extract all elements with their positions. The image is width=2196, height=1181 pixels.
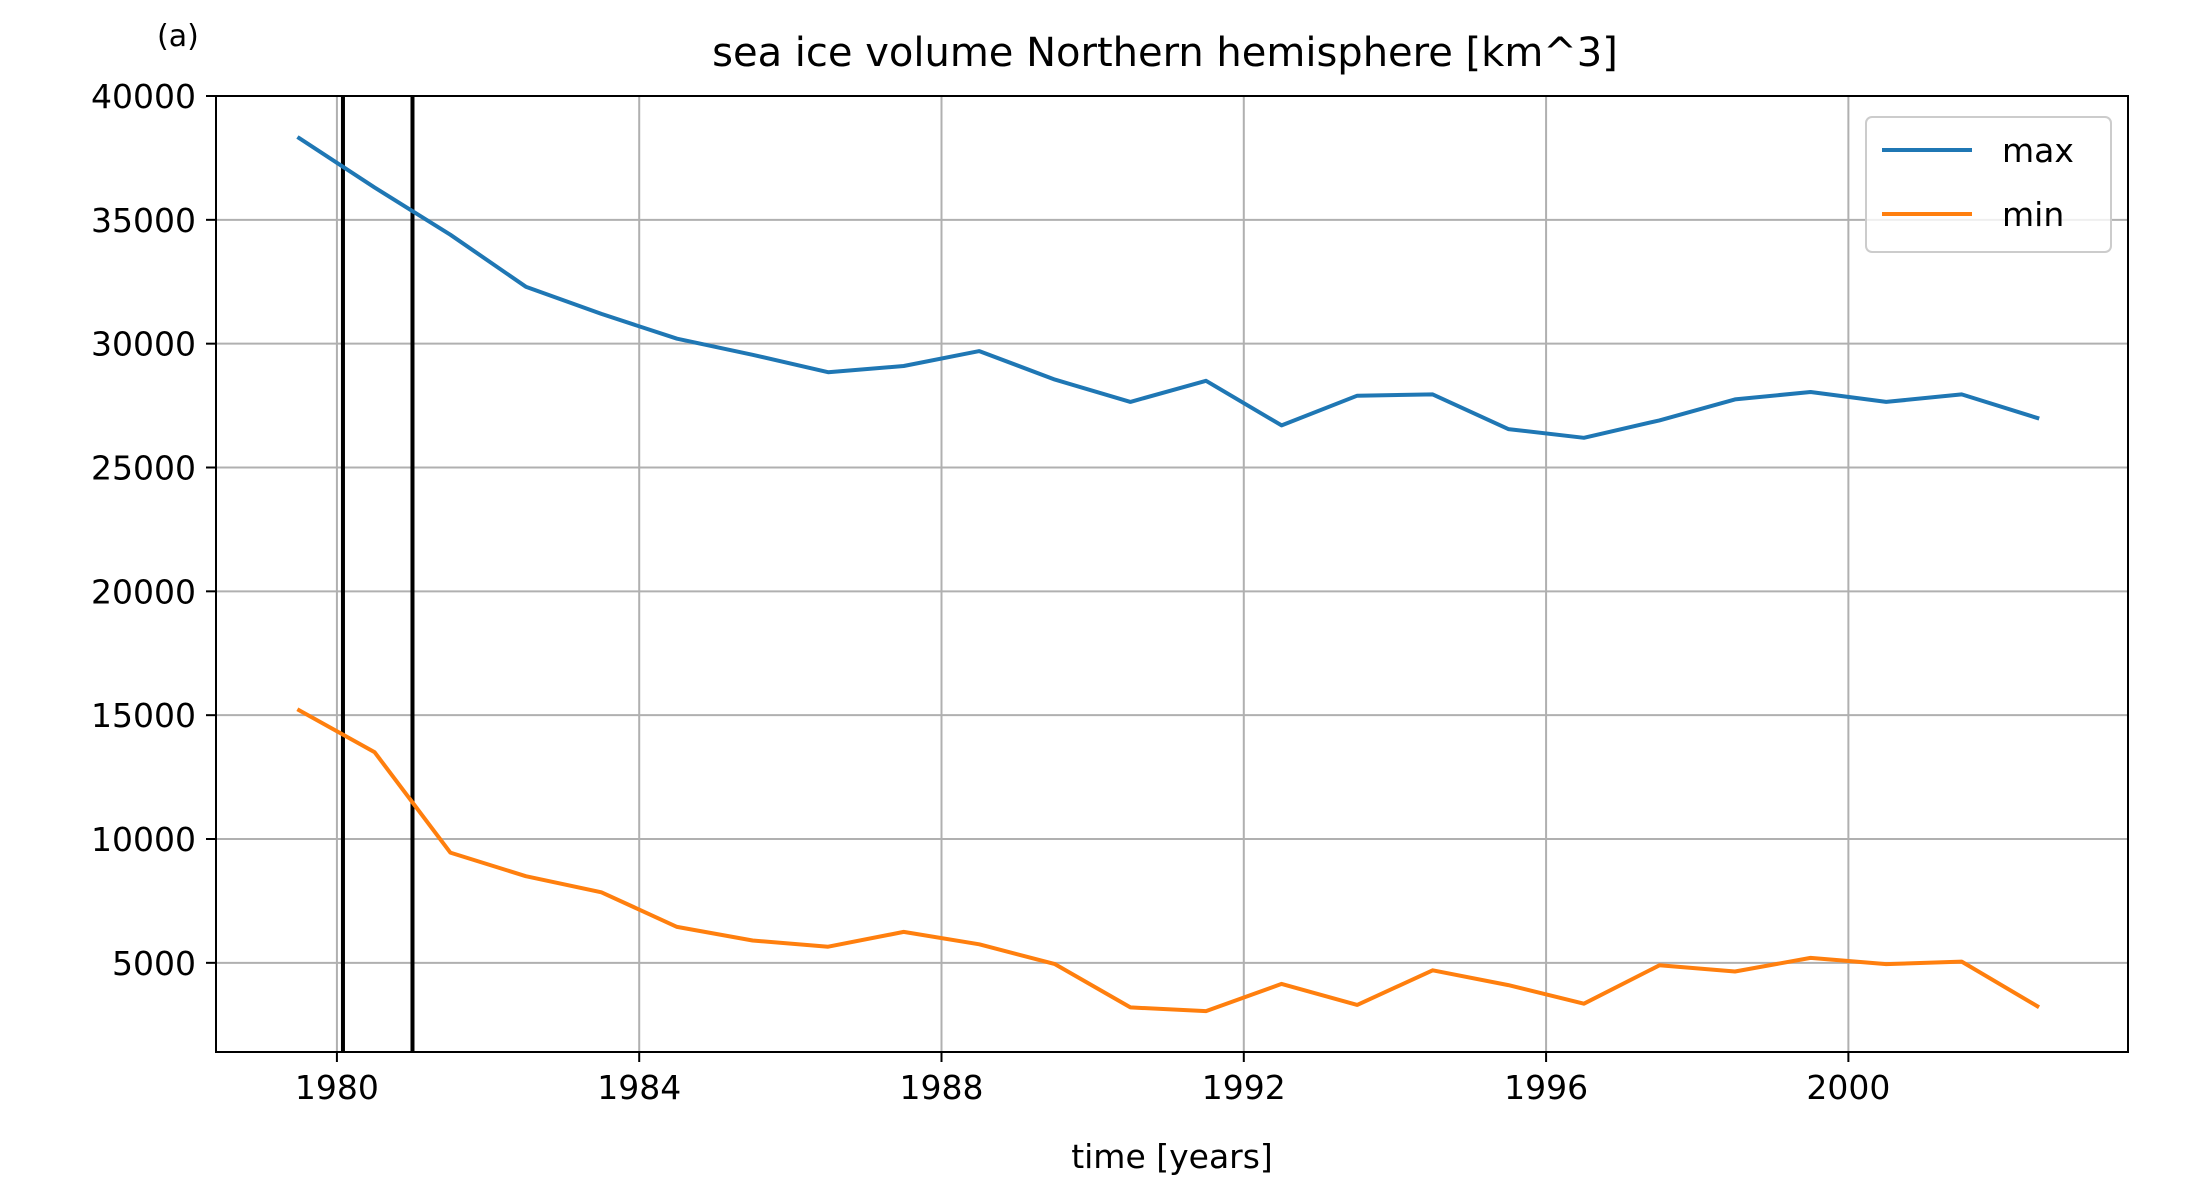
- data-series: [296, 135, 2041, 1014]
- panel-label: (a): [157, 19, 199, 54]
- y-tick-label: 5000: [112, 944, 196, 983]
- series-line-min: [296, 707, 2041, 1014]
- y-tick-label: 10000: [91, 820, 196, 859]
- y-tick-label: 20000: [91, 572, 196, 611]
- series-line-max: [296, 135, 2040, 440]
- legend-label-max: max: [2002, 131, 2074, 170]
- x-axis-label: time [years]: [1071, 1137, 1273, 1176]
- x-axis-ticks: 1980 1984 1988 1992 1996 2000: [295, 1052, 1890, 1107]
- chart-title: sea ice volume Northern hemisphere [km^3…: [712, 30, 1618, 76]
- grid-lines: [216, 95, 2128, 1052]
- x-tick-label: 1980: [295, 1068, 379, 1107]
- y-tick-label: 35000: [91, 201, 196, 240]
- plot-frame: [215, 95, 2129, 1053]
- y-axis-ticks: 5000 10000 15000 20000 25000 30000 35000 40000: [91, 77, 216, 983]
- legend-box: [1865, 116, 2112, 253]
- x-tick-label: 1996: [1504, 1068, 1588, 1107]
- y-tick-label: 25000: [91, 449, 196, 488]
- legend: max min: [1865, 116, 2112, 253]
- y-tick-label: 15000: [91, 696, 196, 735]
- x-tick-label: 2000: [1806, 1068, 1890, 1107]
- legend-label-min: min: [2002, 195, 2064, 234]
- vertical-marker-lines: [340, 96, 415, 1052]
- x-tick-label: 1984: [597, 1068, 681, 1107]
- x-tick-label: 1992: [1202, 1068, 1286, 1107]
- y-tick-label: 40000: [91, 77, 196, 116]
- y-tick-label: 30000: [91, 325, 196, 364]
- x-tick-label: 1988: [900, 1068, 984, 1107]
